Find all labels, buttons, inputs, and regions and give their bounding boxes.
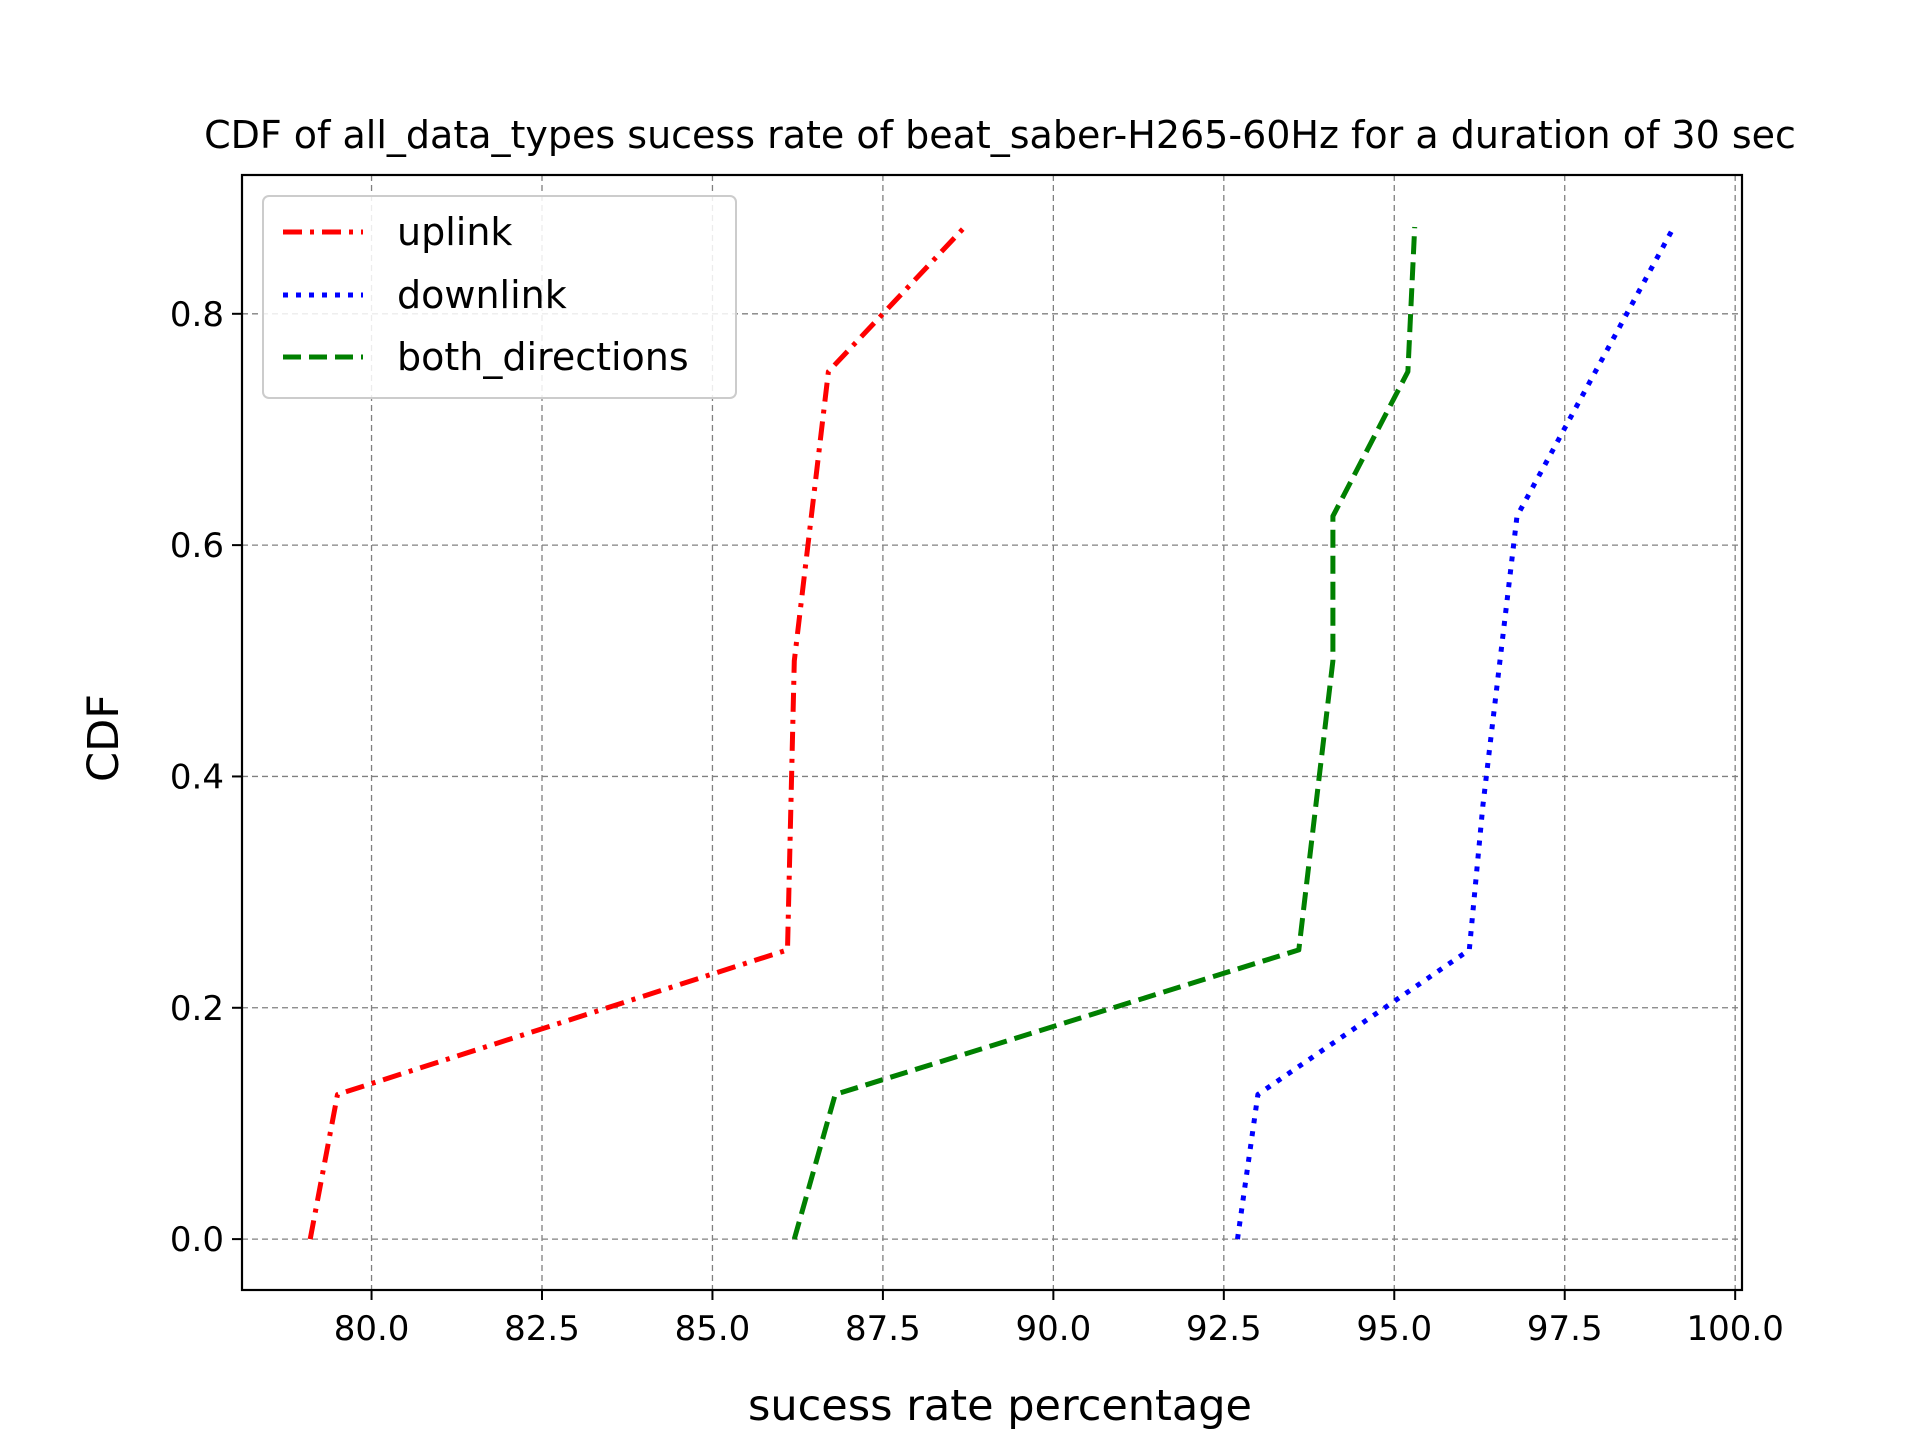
chart-title: CDF of all_data_types sucess rate of bea… bbox=[204, 113, 1796, 157]
legend: uplink downlink both_directions bbox=[262, 195, 737, 399]
x-axis-title: sucess rate percentage bbox=[748, 1381, 1252, 1431]
x-tick-label: 97.5 bbox=[1527, 1309, 1603, 1349]
plot-frame bbox=[240, 173, 1744, 1292]
x-tick-label: 82.5 bbox=[504, 1309, 580, 1349]
legend-box bbox=[262, 195, 737, 399]
series-lines bbox=[307, 225, 1676, 1240]
legend-label-uplink: uplink bbox=[397, 210, 512, 254]
series-line-uplink bbox=[307, 225, 967, 1240]
y-tick-label: 0.8 bbox=[170, 295, 224, 335]
y-tick-label: 0.0 bbox=[170, 1220, 224, 1260]
y-tick-label: 0.2 bbox=[170, 989, 224, 1029]
y-tick-label: 0.4 bbox=[170, 757, 224, 797]
legend-label-both-directions: both_directions bbox=[397, 335, 689, 379]
x-tick-label: 100.0 bbox=[1687, 1309, 1784, 1349]
legend-label-downlink: downlink bbox=[397, 273, 567, 317]
series-line-both-directions bbox=[791, 226, 1418, 1240]
y-axis-title: CDF bbox=[79, 694, 129, 782]
axis-ticks: 80.0 82.5 85.0 87.5 90.0 92.5 95.0 97.5 100.0 0.0… bbox=[170, 295, 1784, 1349]
x-tick-label: 80.0 bbox=[334, 1309, 410, 1349]
x-tick-label: 87.5 bbox=[845, 1309, 921, 1349]
x-tick-label: 85.0 bbox=[675, 1309, 751, 1349]
x-tick-label: 92.5 bbox=[1186, 1309, 1262, 1349]
x-tick-label: 90.0 bbox=[1016, 1309, 1092, 1349]
series-line-downlink bbox=[1235, 225, 1676, 1240]
x-tick-label: 95.0 bbox=[1356, 1309, 1432, 1349]
y-tick-label: 0.6 bbox=[170, 526, 224, 566]
